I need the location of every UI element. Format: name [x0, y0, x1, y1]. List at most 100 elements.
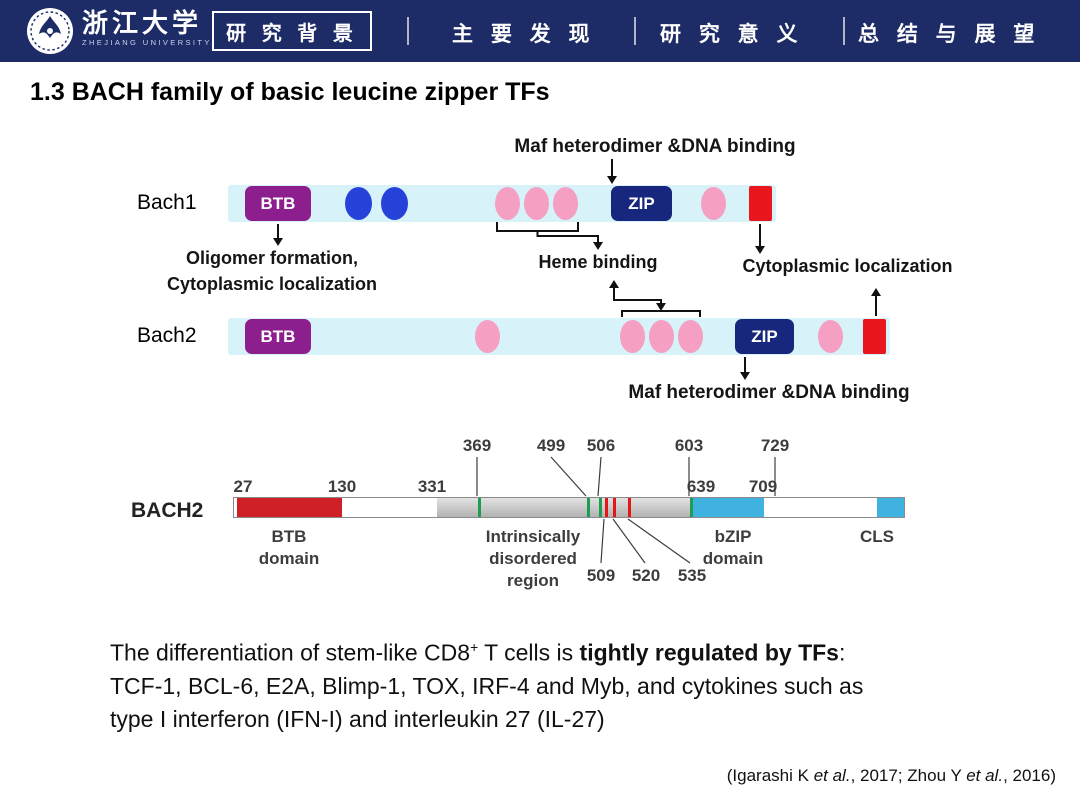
arrow-head-down [607, 176, 617, 184]
nav-tab-research-background[interactable]: 研 究 背 景 [212, 11, 372, 51]
residue-tick-499 [587, 498, 590, 517]
arrow-head-down [273, 238, 283, 246]
university-name: 浙江大学 ZHEJIANG UNIVERSITY [82, 10, 212, 48]
bach1-cls-box [749, 186, 772, 221]
residue-tick-506 [599, 498, 602, 517]
leader-line-535 [627, 518, 691, 564]
leader-line-499 [550, 456, 587, 497]
btb-domain-segment [237, 498, 342, 517]
arrow-head-down [755, 246, 765, 254]
bzip-domain-label: bZIP domain [683, 526, 783, 570]
maf-binding-label-top: Maf heterodimer &DNA binding [514, 136, 796, 157]
bzip-domain-segment [691, 498, 764, 517]
heme-bracket-bach1 [496, 222, 579, 232]
bach1-heme-motif [524, 187, 549, 220]
residue-tick-369 [478, 498, 481, 517]
leader-line-520 [612, 518, 646, 564]
university-name-en: ZHEJIANG UNIVERSITY [82, 38, 212, 47]
residue-tick-603 [690, 498, 693, 517]
slide-title: 1.3 BACH family of basic leucine zipper … [30, 78, 550, 106]
residue-509: 509 [586, 566, 616, 585]
bach2-heme-motif [620, 320, 645, 353]
cytoplasmic-localization-label: Cytoplasmic localization [742, 256, 953, 276]
citation: (Igarashi K et al., 2017; Zhou Y et al.,… [726, 766, 1056, 785]
residue-tick-509 [605, 498, 608, 517]
bach1-label: Bach1 [137, 191, 197, 214]
arrow-head-up [609, 280, 619, 288]
body-line-2: TCF-1, BCL-6, E2A, Blimp-1, TOX, IRF-4 a… [110, 672, 864, 699]
residue-520: 520 [631, 566, 661, 585]
idr-label-line2: disordered [489, 549, 577, 568]
residue-603: 603 [674, 436, 704, 455]
university-logo-icon [27, 8, 73, 54]
idr-label-line1: Intrinsically [485, 527, 581, 546]
maf-binding-label-bottom: Maf heterodimer &DNA binding [628, 382, 910, 403]
bach1-heme-motif [553, 187, 578, 220]
bach2-heme-motif [678, 320, 703, 353]
bach2-heme-motif [649, 320, 674, 353]
bach2-heme-motif [475, 320, 500, 353]
bach1-blue-motif [381, 187, 408, 220]
residue-729: 729 [760, 436, 790, 455]
heme-bracket-bach2 [621, 310, 701, 317]
body-line-1: The differentiation of stem-like CD8+ T … [110, 639, 846, 666]
idr-segment [437, 498, 691, 517]
bach1-heme-motif [701, 187, 726, 220]
idr-label: Intrinsically disordered region [463, 526, 603, 592]
nav-separator [407, 17, 409, 45]
residue-tick-520 [613, 498, 616, 517]
btb-domain-label: BTB domain [239, 526, 339, 570]
btb-domain-label-line2: domain [258, 549, 320, 568]
nav-tab-research-significance[interactable]: 研 究 意 义 [660, 23, 804, 46]
body-line-3: type I interferon (IFN-I) and interleuki… [110, 705, 605, 732]
residue-tick-535 [628, 498, 631, 517]
nav-tab-main-findings[interactable]: 主 要 发 现 [452, 23, 596, 46]
arrow-head-down [656, 303, 666, 311]
citation-etal: et al. [813, 766, 851, 785]
university-name-zh: 浙江大学 [82, 9, 203, 38]
header-bar: 浙江大学 ZHEJIANG UNIVERSITY 研 究 背 景 主 要 发 现… [0, 0, 1080, 62]
residue-639: 639 [686, 477, 716, 496]
arrow-head-up [871, 288, 881, 296]
citation-etal: et al. [966, 766, 1004, 785]
body-bold-phrase: tightly regulated by TFs [579, 639, 839, 666]
bach1-btb-domain: BTB [245, 186, 311, 221]
body-paragraph: The differentiation of stem-like CD8+ T … [110, 631, 1020, 736]
superscript-plus: + [470, 640, 479, 655]
bach2-domain-map-bar [233, 497, 905, 518]
bach2-zip-domain: ZIP [735, 319, 794, 354]
bach2-btb-domain: BTB [245, 319, 311, 354]
btb-domain-label-line1: BTB [271, 527, 307, 546]
idr-label-line3: region [507, 571, 559, 590]
connector-bracket1-to-heme [536, 231, 599, 243]
heme-binding-label: Heme binding [538, 252, 658, 272]
bach1-zip-domain: ZIP [611, 186, 672, 221]
oligomer-label-line1: Oligomer formation, [185, 248, 358, 268]
leader-line-506 [597, 456, 602, 497]
cls-segment [877, 498, 904, 517]
connector-heme-to-bracket2 [613, 287, 662, 304]
residue-499: 499 [536, 436, 566, 455]
residue-331: 331 [417, 477, 447, 496]
arrow-head-down [740, 372, 750, 380]
residue-369: 369 [462, 436, 492, 455]
nav-separator [843, 17, 845, 45]
oligomer-label-line2: Cytoplasmic localization [166, 274, 378, 294]
bach1-heme-motif [495, 187, 520, 220]
bach2-label: Bach2 [137, 324, 197, 347]
cls-label: CLS [860, 527, 894, 546]
bzip-domain-label-line1: bZIP [714, 527, 752, 546]
bach1-blue-motif [345, 187, 372, 220]
bach2-cls-box [863, 319, 886, 354]
residue-130: 130 [327, 477, 357, 496]
bach2-heme-motif [818, 320, 843, 353]
bach2-map-title: BACH2 [131, 499, 204, 522]
nav-tab-label: 研 究 背 景 [226, 22, 358, 45]
bzip-domain-label-line2: domain [702, 549, 764, 568]
nav-separator [634, 17, 636, 45]
arrow-head-down [593, 242, 603, 250]
residue-535: 535 [677, 566, 707, 585]
residue-506: 506 [586, 436, 616, 455]
nav-tab-summary-outlook[interactable]: 总 结 与 展 望 [858, 23, 1041, 46]
